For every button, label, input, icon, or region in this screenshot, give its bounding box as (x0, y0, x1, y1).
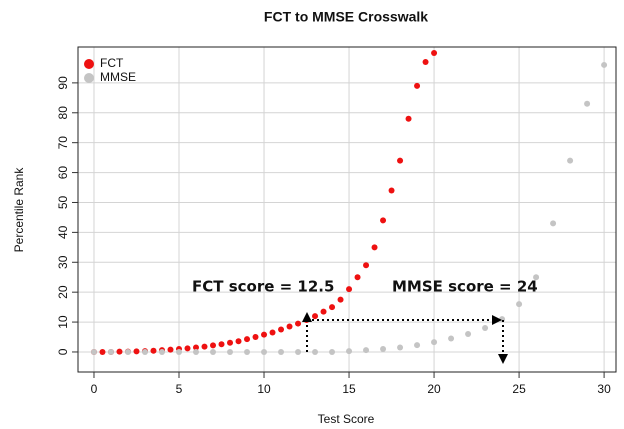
point (380, 217, 387, 224)
point (363, 262, 370, 269)
point (431, 339, 438, 346)
point (278, 348, 285, 355)
point (167, 346, 174, 353)
point (405, 115, 412, 122)
point (533, 274, 540, 281)
point (550, 220, 557, 227)
point (184, 345, 191, 352)
point (227, 348, 234, 355)
point (286, 323, 293, 330)
point (397, 344, 404, 351)
x-axis-label: Test Score (318, 412, 375, 426)
point (584, 100, 591, 107)
point (329, 348, 336, 355)
point (193, 344, 200, 351)
x-tick-label: 0 (91, 382, 98, 396)
point (567, 157, 574, 164)
point (218, 341, 225, 348)
point (320, 308, 327, 315)
point (363, 347, 370, 354)
grid (78, 47, 616, 372)
point (133, 348, 140, 355)
point (346, 286, 353, 293)
y-tick-label: 90 (56, 76, 70, 90)
point (99, 348, 106, 355)
x-tick-label: 10 (257, 382, 271, 396)
point (601, 61, 608, 68)
point (482, 325, 489, 332)
y-tick-label: 10 (56, 315, 70, 329)
point (141, 348, 148, 355)
x-tick-label: 25 (512, 382, 526, 396)
point (244, 336, 251, 343)
point (124, 348, 131, 355)
point (388, 187, 395, 194)
x-tick-label: 5 (176, 382, 183, 396)
point (312, 313, 319, 320)
point (261, 331, 268, 338)
point (210, 348, 217, 355)
y-tick-label: 50 (56, 195, 70, 209)
point (278, 326, 285, 333)
point (337, 296, 344, 303)
point (329, 304, 336, 311)
annotation: MMSE score = 24 (392, 278, 538, 296)
point (414, 342, 421, 349)
y-tick-label: 40 (56, 225, 70, 239)
point (414, 82, 421, 89)
point (90, 348, 97, 355)
point (354, 274, 361, 281)
point (295, 348, 302, 355)
point (193, 348, 200, 355)
legend-marker (84, 59, 94, 69)
point (261, 348, 268, 355)
point (380, 345, 387, 352)
y-tick-label: 30 (56, 255, 70, 269)
plot-frame (77, 46, 617, 373)
y-tick-label: 0 (56, 348, 70, 355)
x-tick-label: 20 (427, 382, 441, 396)
point (269, 329, 276, 336)
x-tick-label: 30 (597, 382, 611, 396)
point (431, 49, 438, 56)
point (422, 58, 429, 65)
point (150, 347, 157, 354)
y-tick-label: 20 (56, 285, 70, 299)
point (244, 348, 251, 355)
point (227, 339, 234, 346)
point (201, 343, 208, 350)
point (516, 301, 523, 308)
y-tick-label: 70 (56, 136, 70, 150)
point (252, 334, 259, 341)
point (346, 348, 353, 355)
point (176, 348, 183, 355)
x-tick-label: 15 (342, 382, 356, 396)
point (312, 348, 319, 355)
legend-marker (84, 73, 94, 83)
annotation: FCT score = 12.5 (192, 278, 334, 296)
point (397, 157, 404, 164)
point (107, 348, 114, 355)
y-tick-label: 60 (56, 166, 70, 180)
point (210, 342, 217, 349)
point (448, 335, 455, 342)
y-tick-label: 80 (56, 106, 70, 120)
legend-label: MMSE (100, 70, 136, 84)
point (235, 338, 242, 345)
point (116, 348, 123, 355)
legend-label: FCT (100, 56, 124, 70)
y-axis-label: Percentile Rank (12, 167, 26, 253)
point (158, 348, 165, 355)
point (371, 244, 378, 251)
point (295, 320, 302, 327)
point (465, 331, 472, 338)
chart-title: FCT to MMSE Crosswalk (264, 9, 428, 25)
